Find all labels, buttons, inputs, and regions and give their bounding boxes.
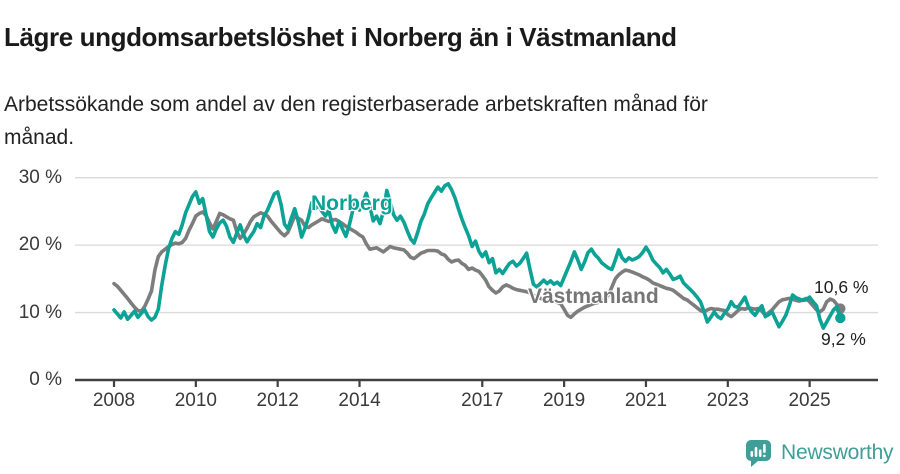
x-tick-label: 2008 — [92, 390, 136, 411]
series-label-norberg: Norberg — [311, 192, 393, 215]
x-tick-label: 2012 — [256, 390, 299, 411]
x-tick-label: 2021 — [624, 390, 668, 411]
x-tick-label: 2010 — [174, 390, 217, 411]
end-value-label-norberg: 9,2 % — [821, 329, 866, 349]
x-tick-label: 2025 — [788, 390, 831, 411]
subtitle-line-1: Arbetssökande som andel av den registerb… — [4, 93, 708, 116]
series-end-dot-norberg — [835, 312, 846, 324]
x-tick-label: 2019 — [542, 390, 586, 411]
x-tick-label: 2023 — [706, 390, 749, 411]
series-line-norberg — [112, 182, 843, 330]
chart-subtitle: Arbetssökande som andel av den registerb… — [4, 88, 854, 154]
series-label-vastmanland: Västmanland — [528, 285, 659, 308]
end-value-label-vastmanland: 10,6 % — [814, 277, 869, 297]
newsworthy-logo: Newsworthy — [745, 438, 894, 468]
series-line-västmanland — [112, 210, 843, 320]
y-tick-label: 10 % — [18, 301, 62, 323]
x-tick-label: 2017 — [461, 390, 504, 411]
subtitle-line-2: månad. — [4, 126, 75, 149]
series-end-dot-västmanland — [835, 303, 846, 314]
y-tick-label: 0 % — [29, 369, 62, 390]
x-tick-label: 2014 — [338, 390, 381, 411]
y-tick-label: 30 % — [18, 166, 62, 188]
newsworthy-logo-text: Newsworthy — [781, 441, 894, 464]
y-tick-label: 20 % — [18, 234, 62, 256]
page-title: Lägre ungdomsarbetslöshet i Norberg än i… — [4, 22, 677, 53]
newsworthy-logo-icon — [746, 440, 771, 467]
